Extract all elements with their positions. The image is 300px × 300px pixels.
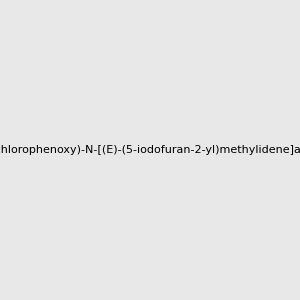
Text: 4-(4-chlorophenoxy)-N-[(E)-(5-iodofuran-2-yl)methylidene]aniline: 4-(4-chlorophenoxy)-N-[(E)-(5-iodofuran-… [0,145,300,155]
